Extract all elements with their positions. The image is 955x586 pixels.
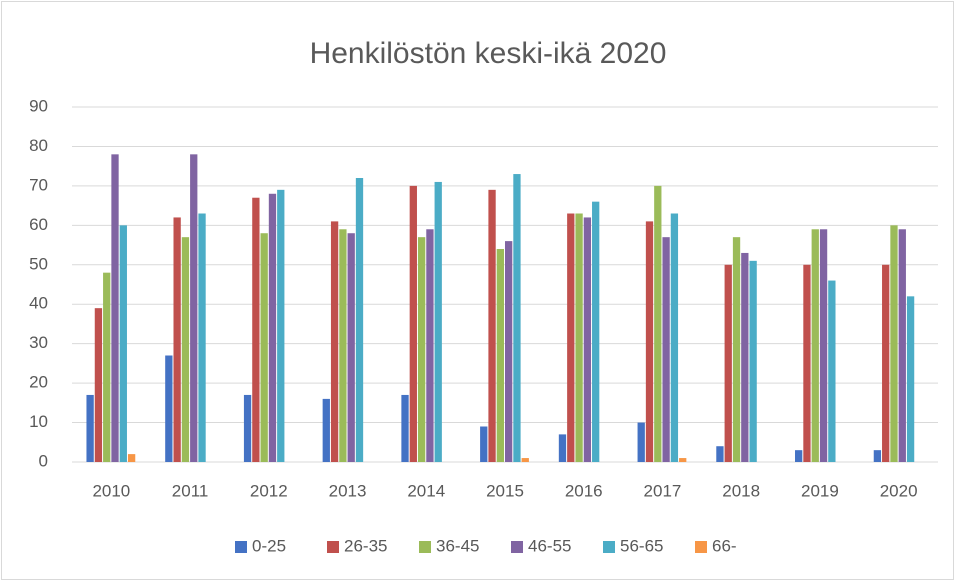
bar (198, 213, 206, 462)
y-tick-label: 90 (29, 96, 48, 115)
bar (749, 260, 757, 462)
bar (828, 280, 836, 462)
bar (165, 355, 173, 462)
bar (637, 422, 645, 462)
bar (898, 229, 906, 462)
bar (322, 398, 330, 462)
bar (741, 252, 749, 462)
y-tick-label: 0 (39, 451, 48, 470)
bar (732, 237, 741, 462)
y-tick-label: 20 (29, 373, 48, 392)
chart-title: Henkilöstön keski-ikä 2020 (310, 37, 667, 70)
y-tick-label: 70 (29, 175, 48, 194)
legend-label: 56-65 (620, 536, 663, 555)
bar (811, 229, 819, 462)
x-tick-label: 2017 (644, 481, 682, 500)
legend-label: 0-25 (252, 536, 286, 555)
bar (339, 229, 347, 462)
bar (173, 217, 181, 462)
x-tick-label: 2018 (722, 481, 760, 500)
bar (190, 154, 198, 463)
bar (426, 229, 434, 462)
legend-label: 46-55 (528, 536, 571, 555)
legend-swatch (327, 541, 339, 553)
bar (575, 213, 583, 462)
bar (260, 233, 268, 462)
bar (252, 197, 260, 462)
bar (645, 221, 654, 462)
bar (268, 193, 277, 462)
legend-label: 36-45 (436, 536, 479, 555)
x-tick-label: 2020 (880, 481, 918, 500)
x-tick-label: 2011 (172, 481, 209, 500)
bar (819, 229, 828, 462)
legend-swatch (235, 541, 247, 553)
bar (662, 237, 670, 462)
legend-label: 66- (712, 536, 737, 555)
bar (330, 221, 339, 462)
bar (505, 241, 513, 462)
bar (86, 394, 94, 462)
bar (803, 264, 811, 462)
x-tick-label: 2013 (329, 481, 367, 500)
y-tick-label: 80 (29, 136, 48, 155)
bar (583, 217, 592, 462)
bar (181, 237, 190, 462)
bar (521, 458, 529, 462)
y-tick-label: 60 (29, 215, 48, 234)
bar (670, 213, 679, 462)
bar (724, 264, 732, 462)
bar (679, 458, 687, 462)
bar (417, 237, 426, 462)
bar (111, 154, 119, 463)
bar (716, 446, 724, 462)
bar (558, 434, 567, 462)
bar (795, 450, 803, 462)
x-tick-label: 2015 (486, 481, 524, 500)
y-tick-label: 30 (29, 333, 48, 352)
y-tick-label: 10 (29, 412, 48, 431)
bar (592, 201, 600, 462)
bar (882, 264, 890, 462)
bar (347, 233, 355, 462)
legend-swatch (603, 541, 615, 553)
bar (103, 272, 111, 462)
x-tick-label: 2016 (565, 481, 603, 500)
bar (243, 394, 252, 462)
bar (277, 189, 285, 463)
bar (873, 450, 882, 462)
bar (906, 296, 915, 462)
legend-swatch (419, 541, 431, 553)
bar (409, 185, 417, 462)
bar (654, 185, 662, 462)
bar (513, 174, 521, 463)
bar (496, 249, 504, 462)
x-tick-label: 2014 (407, 481, 445, 500)
bar (355, 178, 364, 462)
bar (480, 426, 488, 462)
bar (890, 225, 898, 462)
legend-label: 26-35 (344, 536, 387, 555)
x-tick-label: 2019 (801, 481, 839, 500)
bar (401, 394, 409, 462)
bar (127, 454, 136, 462)
legend-swatch (511, 541, 523, 553)
bar (434, 181, 442, 462)
bar (119, 225, 127, 462)
bar (567, 213, 575, 462)
bar (488, 189, 496, 463)
y-tick-label: 50 (29, 254, 48, 273)
y-tick-label: 40 (29, 294, 48, 313)
legend-swatch (695, 541, 707, 553)
bar (94, 308, 103, 462)
x-tick-label: 2012 (250, 481, 288, 500)
x-tick-label: 2010 (92, 481, 130, 500)
